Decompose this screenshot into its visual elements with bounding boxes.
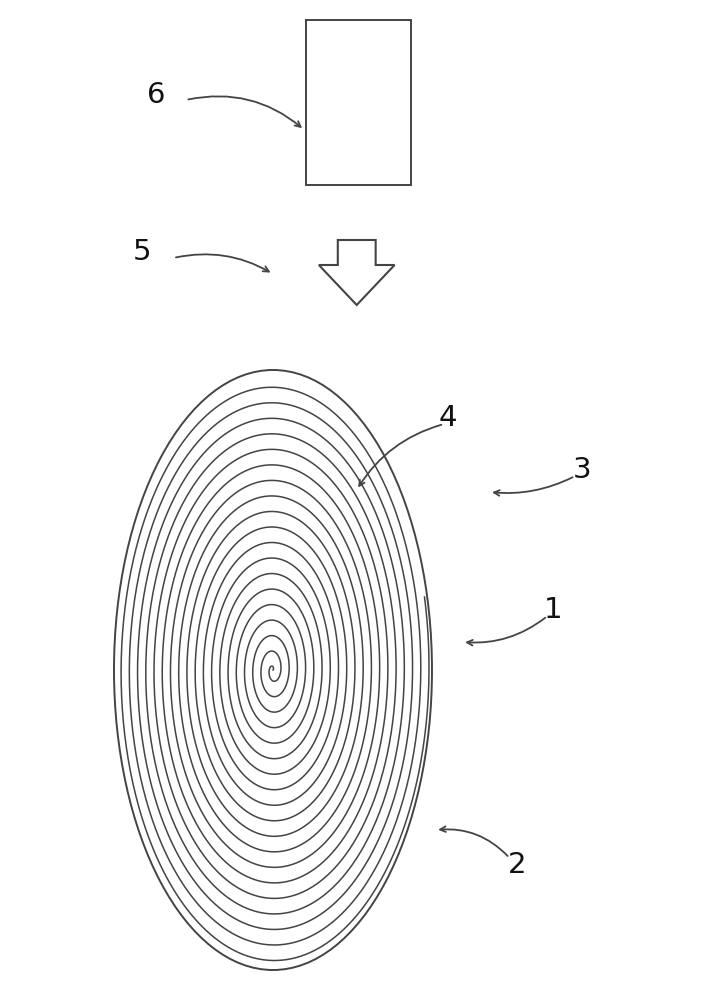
Text: 3: 3 (573, 456, 592, 484)
Text: 4: 4 (438, 404, 457, 432)
Bar (306, 20, 411, 185)
Text: 5: 5 (132, 238, 151, 266)
Polygon shape (319, 240, 395, 305)
Text: 2: 2 (507, 851, 526, 879)
Text: 6: 6 (147, 81, 166, 109)
Text: 1: 1 (544, 596, 563, 624)
